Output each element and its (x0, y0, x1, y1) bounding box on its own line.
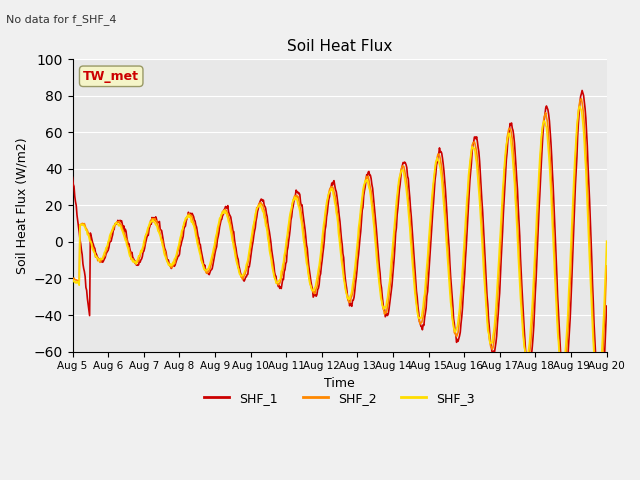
Text: TW_met: TW_met (83, 70, 140, 83)
SHF_2 (188, 214, 195, 219)
SHF_1 (133, 262, 141, 267)
SHF_3 (420, 295, 428, 301)
SHF_1 (78, 252, 86, 257)
Line: SHF_1: SHF_1 (72, 90, 607, 403)
SHF_3 (188, 219, 195, 225)
SHF_2 (404, 197, 412, 203)
SHF_3 (603, 238, 611, 244)
SHF_2 (68, 276, 76, 281)
SHF_3 (216, 216, 223, 221)
SHF_2 (420, 308, 428, 313)
Title: Soil Heat Flux: Soil Heat Flux (287, 39, 392, 54)
Line: SHF_2: SHF_2 (72, 99, 607, 394)
SHF_3 (78, 221, 86, 227)
SHF_1 (596, 400, 604, 406)
SHF_3 (68, 277, 76, 283)
SHF_2 (603, 263, 611, 269)
SHF_1 (216, 224, 223, 230)
SHF_1 (579, 87, 586, 93)
SHF_1 (404, 176, 412, 181)
SHF_1 (603, 303, 611, 309)
SHF_2 (577, 96, 585, 102)
X-axis label: Time: Time (324, 377, 355, 390)
SHF_2 (78, 220, 86, 226)
Text: No data for f_SHF_4: No data for f_SHF_4 (6, 14, 117, 25)
SHF_3 (133, 257, 141, 263)
SHF_2 (133, 259, 141, 265)
Y-axis label: Soil Heat Flux (W/m2): Soil Heat Flux (W/m2) (15, 137, 28, 274)
SHF_3 (404, 208, 412, 214)
Line: SHF_3: SHF_3 (72, 106, 607, 387)
SHF_3 (594, 384, 602, 390)
SHF_2 (216, 219, 223, 225)
SHF_1 (188, 212, 195, 217)
SHF_2 (595, 391, 603, 396)
SHF_3 (576, 103, 584, 109)
SHF_1 (68, 175, 76, 180)
Legend: SHF_1, SHF_2, SHF_3: SHF_1, SHF_2, SHF_3 (199, 386, 480, 409)
SHF_1 (420, 323, 428, 328)
